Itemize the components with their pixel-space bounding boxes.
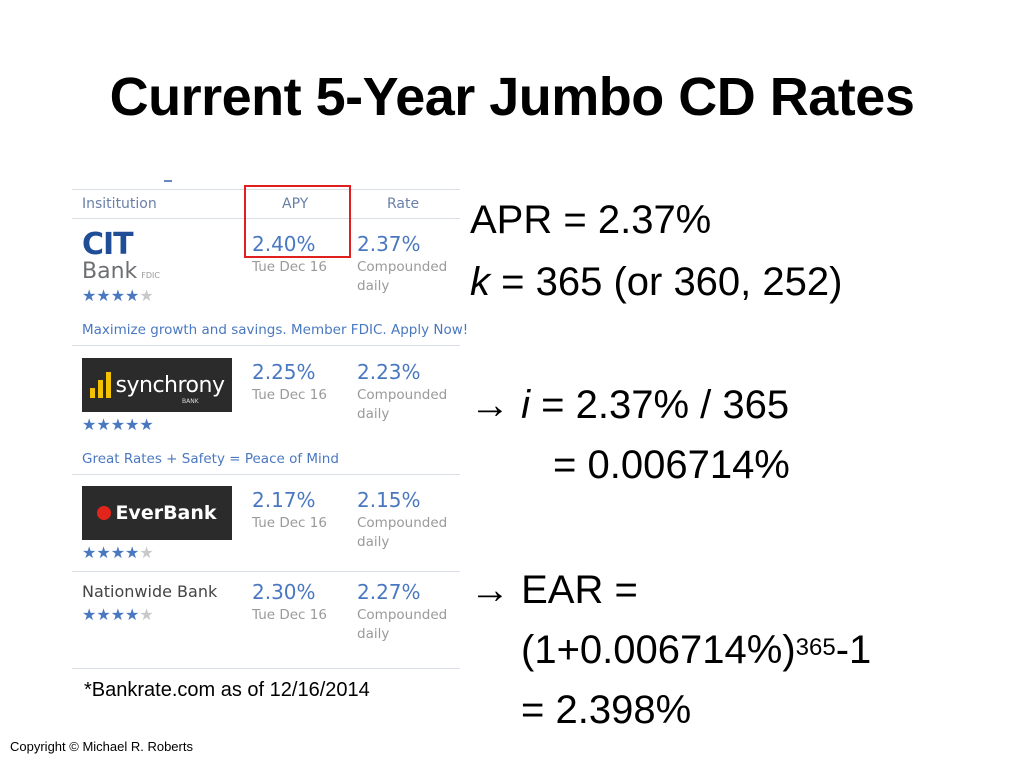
star-icon: ★	[125, 415, 140, 434]
star-icon: ★	[125, 543, 140, 562]
compounded-label: Compounded	[357, 387, 448, 403]
star-icon: ★	[139, 286, 154, 305]
compounded-label: Compounded	[357, 607, 448, 623]
star-icon: ★	[139, 543, 154, 562]
nationwide-bank-logo: Nationwide Bank	[82, 582, 218, 601]
rate-date: Tue Dec 16	[252, 607, 327, 623]
star-icon: ★	[96, 286, 111, 305]
compounded-label: Compounded	[357, 515, 448, 531]
star-icon: ★	[110, 286, 126, 305]
cd-rates-table-screenshot: Insititution APY Rate CIT Bank FDIC 2.40%…	[72, 180, 468, 670]
promo-link[interactable]: Maximize growth and savings. Member FDIC…	[82, 322, 469, 338]
row-divider	[72, 571, 460, 572]
compounded-freq: daily	[357, 534, 390, 550]
rate-date: Tue Dec 16	[252, 515, 327, 531]
copyright-notice: Copyright © Michael R. Roberts	[10, 739, 193, 754]
rate-value: 2.15%	[357, 488, 421, 512]
star-rating: ★★★★★	[82, 605, 154, 624]
header-institution: Insititution	[82, 196, 157, 212]
apr-line: APR = 2.37%	[470, 198, 712, 242]
star-icon: ★	[82, 605, 97, 624]
rate-date: Tue Dec 16	[252, 387, 327, 403]
star-icon: ★	[82, 543, 97, 562]
star-icon: ★	[96, 415, 111, 434]
star-icon: ★	[139, 415, 154, 434]
table-header: Insititution APY Rate	[72, 189, 460, 219]
apy-highlight-box	[244, 185, 351, 258]
arrow-icon: →	[470, 383, 510, 427]
row-divider	[72, 345, 460, 346]
row-divider	[72, 668, 460, 669]
i-result: = 0.006714%	[553, 443, 790, 487]
compounded-label: Compounded	[357, 259, 448, 275]
ear-result: = 2.398%	[521, 688, 692, 732]
header-apy: APY	[282, 196, 309, 212]
ear-expression: (1+0.006714%)365-1	[521, 628, 872, 672]
apy-value: 2.25%	[252, 360, 316, 384]
compounded-freq: daily	[357, 626, 390, 642]
i-line: → i = 2.37% / 365	[470, 383, 790, 427]
promo-link[interactable]: Great Rates + Safety = Peace of Mind	[82, 451, 339, 467]
source-footnote: *Bankrate.com as of 12/16/2014	[84, 679, 370, 701]
rate-value: 2.23%	[357, 360, 421, 384]
star-icon: ★	[82, 415, 97, 434]
star-icon: ★	[125, 605, 140, 624]
star-rating: ★★★★★	[82, 286, 154, 305]
star-icon: ★	[82, 286, 97, 305]
arrow-icon: →	[470, 568, 510, 612]
apy-value: 2.30%	[252, 580, 316, 604]
cit-bank-logo: CIT Bank FDIC	[82, 227, 160, 284]
star-icon: ★	[110, 543, 126, 562]
star-icon: ★	[96, 605, 111, 624]
star-rating: ★★★★★	[82, 415, 154, 434]
ear-line: → EAR =	[470, 568, 638, 612]
star-icon: ★	[110, 415, 126, 434]
star-icon: ★	[110, 605, 126, 624]
header-rate: Rate	[387, 196, 420, 212]
star-rating: ★★★★★	[82, 543, 154, 562]
star-icon: ★	[139, 605, 154, 624]
star-icon: ★	[125, 286, 140, 305]
compounded-freq: daily	[357, 406, 390, 422]
table-top-mark	[164, 180, 172, 182]
rate-value: 2.37%	[357, 232, 421, 256]
compounded-freq: daily	[357, 278, 390, 294]
slide-title: Current 5-Year Jumbo CD Rates	[109, 67, 915, 127]
star-icon: ★	[96, 543, 111, 562]
k-line: k = 365 (or 360, 252)	[470, 260, 843, 304]
apy-value: 2.40%	[252, 232, 316, 256]
everbank-logo: EverBank	[82, 486, 232, 540]
row-divider	[72, 474, 460, 475]
rate-value: 2.27%	[357, 580, 421, 604]
rate-date: Tue Dec 16	[252, 259, 327, 275]
synchrony-logo: synchrony BANK	[82, 358, 232, 412]
apy-value: 2.17%	[252, 488, 316, 512]
